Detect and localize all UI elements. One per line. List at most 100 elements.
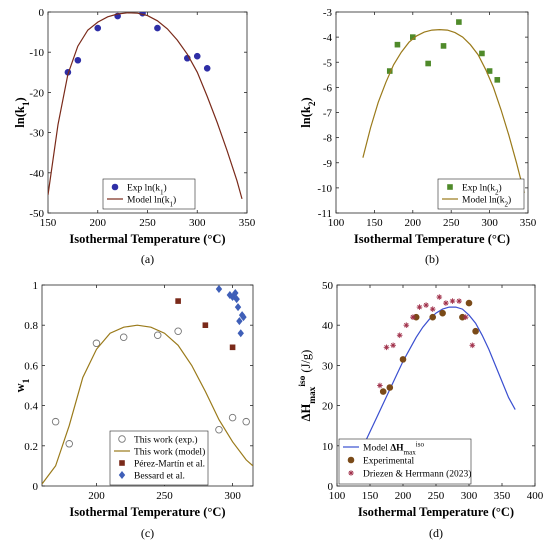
series-p-rez-mart-n-et-al bbox=[175, 298, 236, 351]
y-tick-label-c: 0.8 bbox=[24, 320, 38, 332]
y-tick-label-b: -9 bbox=[323, 158, 333, 170]
legend-label-this-work-model: This work (model) bbox=[134, 447, 205, 458]
point-this-work-exp bbox=[153, 331, 162, 340]
point-exp-ln-k2 bbox=[386, 68, 393, 74]
series-model-ln-k1 bbox=[48, 12, 243, 200]
x-tick-label-b: 200 bbox=[405, 217, 422, 229]
curve-this-work-model bbox=[42, 324, 253, 485]
curve-model-ln-k2 bbox=[362, 28, 525, 194]
y-tick-label-a: -50 bbox=[29, 208, 44, 220]
caption-d: (d) bbox=[429, 526, 443, 540]
point-p-rez-mart-n-et-al bbox=[229, 344, 236, 351]
point-exp-ln-k2 bbox=[486, 68, 493, 74]
point-bessard-et-al bbox=[233, 295, 240, 304]
chart-b: 100 150 200 250 300 350 -11 -10 -9 -8 -7 -6 -5 -4 -3 Is… bbox=[299, 7, 537, 266]
legend-label-model-ln-k2: Model ln(k2) bbox=[462, 195, 511, 209]
legend-swatch-p-rez-mart-n-et-al bbox=[119, 460, 125, 466]
point-driezen-herrmann-2023 bbox=[383, 344, 390, 351]
series-this-work-exp bbox=[51, 327, 250, 448]
y-axis-label-b: ln(k2) bbox=[299, 97, 318, 127]
series-experimental bbox=[365, 299, 479, 458]
x-tick-label-c: 300 bbox=[224, 490, 241, 502]
curve-model-h bbox=[362, 306, 516, 447]
y-tick-label-b: -5 bbox=[323, 57, 333, 69]
point-experimental bbox=[472, 327, 479, 335]
series-this-work-model bbox=[42, 324, 253, 485]
legend-swatch-driezen-herrmann-2023 bbox=[348, 470, 354, 476]
point-driezen-herrmann-2023 bbox=[423, 302, 429, 308]
legend-box-b bbox=[437, 178, 525, 210]
y-tick-label-c: 0.6 bbox=[24, 360, 38, 372]
x-tick-label-d: 250 bbox=[428, 490, 445, 502]
point-exp-ln-k2 bbox=[440, 43, 447, 49]
legend-label-bessard-et-al: Bessard et al. bbox=[134, 472, 185, 482]
series-model-ln-k2 bbox=[362, 28, 525, 194]
x-tick-label-b: 250 bbox=[443, 217, 460, 229]
legend-label-driezen-herrmann-2023: Driezen & Herrmann (2023) bbox=[363, 469, 471, 480]
point-experimental bbox=[439, 309, 446, 317]
point-driezen-herrmann-2023 bbox=[469, 342, 476, 349]
y-tick-label-b: -8 bbox=[323, 133, 333, 145]
legend-swatch-bessard-et-al bbox=[118, 471, 126, 479]
series-bessard-et-al bbox=[215, 285, 247, 338]
y-tick-label-b: -4 bbox=[323, 32, 333, 44]
legend-swatch-exp-ln-k2 bbox=[447, 184, 453, 190]
series-exp-ln-k2 bbox=[386, 19, 501, 83]
point-exp-ln-k1 bbox=[203, 64, 211, 72]
point-driezen-herrmann-2023 bbox=[377, 382, 383, 389]
x-tick-label-d: 100 bbox=[329, 490, 346, 502]
point-p-rez-mart-n-et-al bbox=[202, 322, 209, 328]
point-driezen-herrmann-2023 bbox=[416, 304, 423, 310]
legend-label-model-ln-k1: Model ln(k1) bbox=[127, 195, 176, 209]
x-tick-label-d: 300 bbox=[461, 490, 478, 502]
y-tick-label-d: 40 bbox=[322, 320, 334, 332]
x-tick-label-d: 350 bbox=[494, 490, 511, 502]
point-driezen-herrmann-2023 bbox=[456, 298, 462, 304]
x-tick-label-b: 300 bbox=[481, 217, 498, 229]
point-experimental bbox=[429, 313, 437, 321]
legend-label-this-work-exp: This work (exp.) bbox=[134, 435, 198, 446]
point-driezen-herrmann-2023 bbox=[390, 342, 396, 349]
point-driezen-herrmann-2023 bbox=[449, 298, 456, 304]
chart-c: 200 250 300 0 0.2 0.4 0.6 0.8 1 Isothermal Temper… bbox=[13, 280, 254, 540]
point-this-work-exp bbox=[92, 339, 101, 348]
caption-b: (b) bbox=[425, 252, 439, 266]
point-exp-ln-k1 bbox=[193, 52, 201, 60]
x-tick-label-b: 350 bbox=[520, 217, 537, 229]
point-bessard-et-al bbox=[240, 313, 247, 322]
point-experimental bbox=[386, 384, 394, 391]
legend-swatch-exp-ln-k1 bbox=[111, 183, 119, 191]
point-driezen-herrmann-2023 bbox=[396, 332, 403, 339]
point-exp-ln-k2 bbox=[410, 34, 416, 40]
x-tick-label-c: 200 bbox=[88, 490, 105, 502]
legend-box-c bbox=[109, 430, 209, 486]
point-experimental bbox=[399, 356, 407, 363]
point-bessard-et-al bbox=[237, 329, 244, 338]
y-tick-label-d: 50 bbox=[322, 280, 334, 292]
x-tick-label-a: 250 bbox=[139, 217, 156, 229]
point-driezen-herrmann-2023 bbox=[403, 322, 410, 328]
point-bessard-et-al bbox=[232, 289, 239, 298]
point-exp-ln-k2 bbox=[479, 50, 485, 57]
point-driezen-herrmann-2023 bbox=[443, 300, 449, 306]
y-tick-label-d: 0 bbox=[328, 481, 334, 493]
y-tick-label-c: 1 bbox=[33, 280, 39, 292]
x-tick-label-a: 350 bbox=[239, 217, 256, 229]
point-driezen-herrmann-2023 bbox=[436, 294, 443, 300]
y-tick-label-a: -40 bbox=[29, 168, 44, 180]
y-axis-label-a: ln(k1) bbox=[13, 97, 32, 127]
point-this-work-exp bbox=[228, 413, 237, 422]
legend-c: This work (exp.)This work (model) Pérez-M… bbox=[109, 430, 209, 486]
legend-swatch-this-work-exp bbox=[118, 435, 126, 443]
point-exp-ln-k1 bbox=[154, 24, 161, 32]
x-tick-label-d: 200 bbox=[395, 490, 412, 502]
x-tick-label-c: 250 bbox=[156, 490, 173, 502]
y-tick-label-a: -20 bbox=[29, 87, 44, 99]
x-axis-label-c: Isothermal Temperature (°C) bbox=[69, 505, 225, 519]
point-experimental bbox=[465, 299, 473, 307]
point-exp-ln-k1 bbox=[94, 24, 102, 32]
point-driezen-herrmann-2023 bbox=[429, 306, 436, 312]
y-tick-label-a: -10 bbox=[29, 47, 44, 59]
legend-label-exp-ln-k1: Exp ln(k1) bbox=[127, 183, 167, 197]
